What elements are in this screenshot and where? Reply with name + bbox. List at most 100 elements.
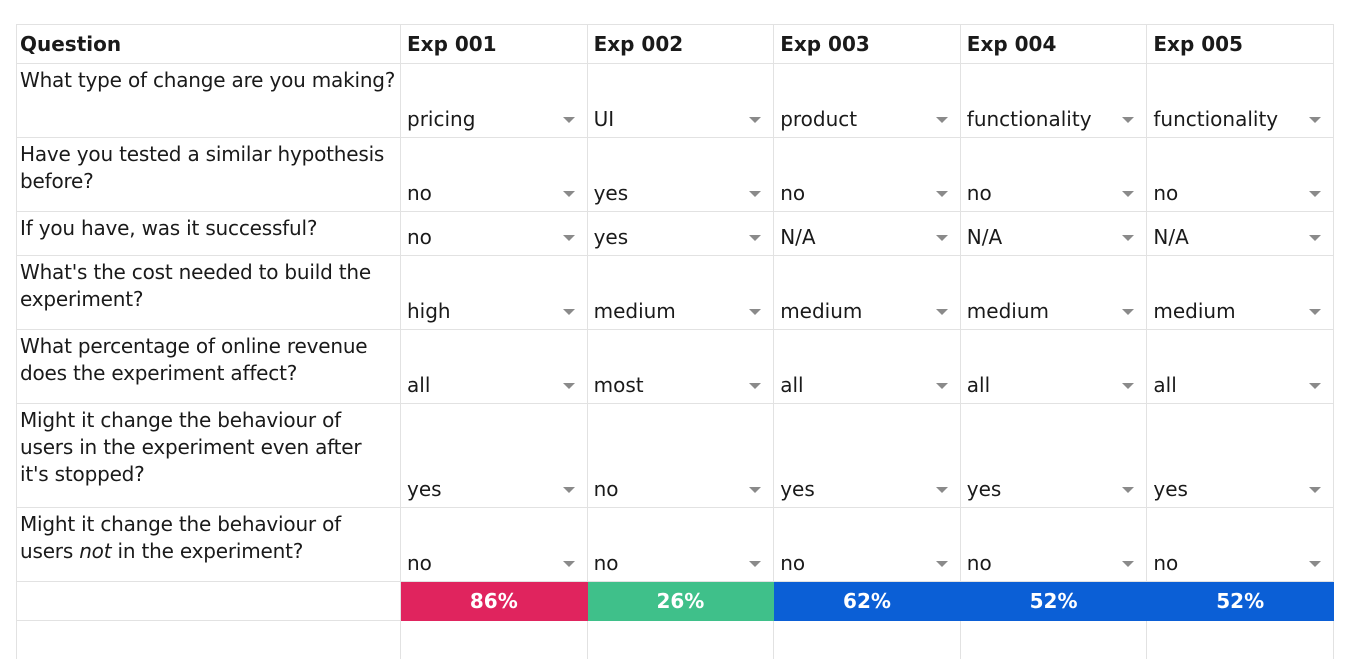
dropdown-cell[interactable]: no [1147, 138, 1334, 212]
caret-down-icon[interactable] [1122, 487, 1134, 493]
caret-down-icon[interactable] [1122, 309, 1134, 315]
dropdown-value: functionality [1153, 106, 1278, 133]
caret-down-icon[interactable] [1309, 309, 1321, 315]
score-cell-exp-003[interactable]: 62% [774, 582, 961, 621]
score-cell-exp-002[interactable]: 26% [587, 582, 774, 621]
caret-down-icon[interactable] [936, 487, 948, 493]
question-cell[interactable]: Have you tested a similar hypothesis bef… [17, 138, 401, 212]
dropdown-cell[interactable]: yes [960, 404, 1147, 508]
caret-down-icon[interactable] [1309, 235, 1321, 241]
dropdown-cell[interactable]: no [774, 508, 961, 582]
caret-down-icon[interactable] [1122, 383, 1134, 389]
dropdown-cell[interactable]: yes [587, 212, 774, 256]
dropdown-cell[interactable]: all [1147, 330, 1334, 404]
caret-down-icon[interactable] [749, 117, 761, 123]
dropdown-cell[interactable]: no [401, 508, 588, 582]
caret-down-icon[interactable] [749, 191, 761, 197]
caret-down-icon[interactable] [1309, 561, 1321, 567]
caret-down-icon[interactable] [563, 117, 575, 123]
dropdown-value: yes [1153, 476, 1188, 503]
dropdown-cell[interactable]: N/A [774, 212, 961, 256]
dropdown-cell[interactable]: all [401, 330, 588, 404]
question-cell[interactable]: What type of change are you making? [17, 64, 401, 138]
dropdown-cell[interactable]: medium [1147, 256, 1334, 330]
question-cell[interactable]: Might it change the behaviour of users i… [17, 404, 401, 508]
caret-down-icon[interactable] [563, 383, 575, 389]
caret-down-icon[interactable] [1122, 117, 1134, 123]
caret-down-icon[interactable] [1122, 191, 1134, 197]
caret-down-icon[interactable] [1309, 117, 1321, 123]
caret-down-icon[interactable] [1122, 235, 1134, 241]
caret-down-icon[interactable] [936, 309, 948, 315]
caret-down-icon[interactable] [936, 383, 948, 389]
empty-cell[interactable] [774, 621, 961, 659]
header-exp-002[interactable]: Exp 002 [587, 25, 774, 64]
question-cell[interactable]: Might it change the behaviour of users n… [17, 508, 401, 582]
caret-down-icon[interactable] [936, 117, 948, 123]
caret-down-icon[interactable] [749, 309, 761, 315]
header-exp-003[interactable]: Exp 003 [774, 25, 961, 64]
caret-down-icon[interactable] [936, 235, 948, 241]
dropdown-cell[interactable]: all [774, 330, 961, 404]
caret-down-icon[interactable] [749, 561, 761, 567]
caret-down-icon[interactable] [749, 383, 761, 389]
dropdown-cell[interactable]: no [401, 212, 588, 256]
empty-cell[interactable] [587, 621, 774, 659]
dropdown-cell[interactable]: no [1147, 508, 1334, 582]
caret-down-icon[interactable] [1122, 561, 1134, 567]
dropdown-cell[interactable]: no [587, 508, 774, 582]
caret-down-icon[interactable] [936, 561, 948, 567]
dropdown-cell[interactable]: most [587, 330, 774, 404]
dropdown-cell[interactable]: no [401, 138, 588, 212]
dropdown-cell[interactable]: yes [587, 138, 774, 212]
caret-down-icon[interactable] [563, 309, 575, 315]
caret-down-icon[interactable] [563, 487, 575, 493]
caret-down-icon[interactable] [1309, 383, 1321, 389]
dropdown-cell[interactable]: no [960, 138, 1147, 212]
score-cell-exp-004[interactable]: 52% [960, 582, 1147, 621]
dropdown-cell[interactable]: no [960, 508, 1147, 582]
dropdown-cell[interactable]: yes [401, 404, 588, 508]
dropdown-cell[interactable]: yes [1147, 404, 1334, 508]
caret-down-icon[interactable] [936, 191, 948, 197]
caret-down-icon[interactable] [749, 235, 761, 241]
dropdown-value: N/A [967, 224, 1002, 251]
dropdown-cell[interactable]: functionality [960, 64, 1147, 138]
caret-down-icon[interactable] [1309, 487, 1321, 493]
caret-down-icon[interactable] [563, 191, 575, 197]
dropdown-cell[interactable]: pricing [401, 64, 588, 138]
dropdown-cell[interactable]: medium [960, 256, 1147, 330]
empty-cell[interactable] [960, 621, 1147, 659]
score-cell-exp-005[interactable]: 52% [1147, 582, 1334, 621]
dropdown-cell[interactable]: functionality [1147, 64, 1334, 138]
dropdown-value: medium [1153, 298, 1235, 325]
question-row: Might it change the behaviour of users n… [17, 508, 1334, 582]
header-question[interactable]: Question [17, 25, 401, 64]
dropdown-cell[interactable]: no [774, 138, 961, 212]
question-cell[interactable]: What percentage of online revenue does t… [17, 330, 401, 404]
empty-cell[interactable] [17, 582, 401, 621]
dropdown-cell[interactable]: medium [587, 256, 774, 330]
dropdown-cell[interactable]: product [774, 64, 961, 138]
dropdown-cell[interactable]: yes [774, 404, 961, 508]
dropdown-cell[interactable]: UI [587, 64, 774, 138]
header-exp-001[interactable]: Exp 001 [401, 25, 588, 64]
header-exp-004[interactable]: Exp 004 [960, 25, 1147, 64]
empty-cell[interactable] [401, 621, 588, 659]
header-exp-005[interactable]: Exp 005 [1147, 25, 1334, 64]
question-cell[interactable]: What's the cost needed to build the expe… [17, 256, 401, 330]
empty-cell[interactable] [1147, 621, 1334, 659]
dropdown-cell[interactable]: N/A [1147, 212, 1334, 256]
caret-down-icon[interactable] [563, 561, 575, 567]
question-cell[interactable]: If you have, was it successful? [17, 212, 401, 256]
dropdown-cell[interactable]: all [960, 330, 1147, 404]
caret-down-icon[interactable] [563, 235, 575, 241]
dropdown-cell[interactable]: no [587, 404, 774, 508]
caret-down-icon[interactable] [1309, 191, 1321, 197]
score-cell-exp-001[interactable]: 86% [401, 582, 588, 621]
dropdown-cell[interactable]: high [401, 256, 588, 330]
dropdown-cell[interactable]: N/A [960, 212, 1147, 256]
empty-cell[interactable] [17, 621, 401, 659]
dropdown-cell[interactable]: medium [774, 256, 961, 330]
caret-down-icon[interactable] [749, 487, 761, 493]
